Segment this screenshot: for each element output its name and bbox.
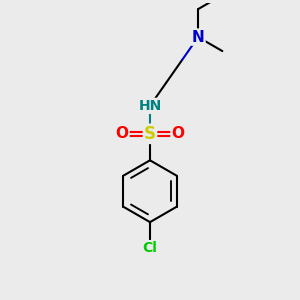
Text: HN: HN — [138, 99, 162, 113]
Text: O: O — [116, 126, 128, 141]
Text: O: O — [172, 126, 184, 141]
Text: S: S — [144, 125, 156, 143]
Text: Cl: Cl — [142, 241, 158, 255]
Text: N: N — [192, 30, 205, 45]
